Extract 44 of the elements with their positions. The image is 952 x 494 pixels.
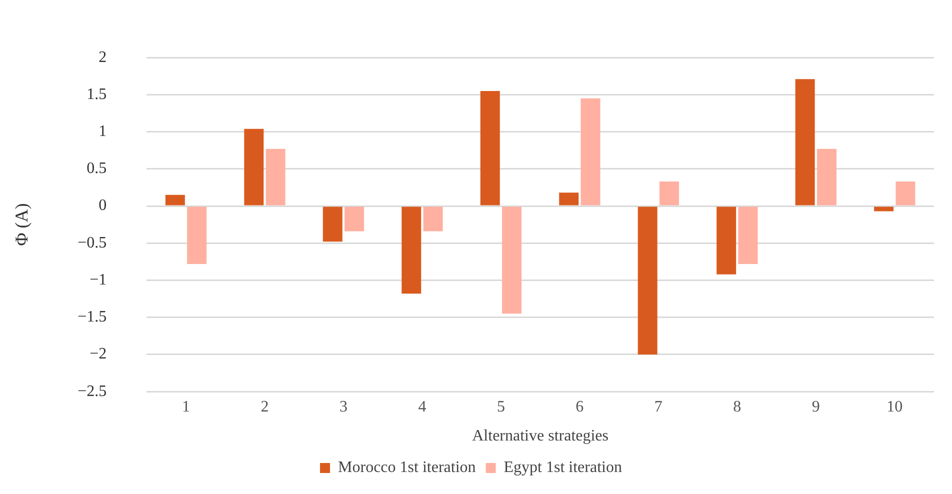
x-tick-label: 1 xyxy=(182,398,190,416)
x-tick-label: 7 xyxy=(654,398,662,416)
x-tick-label: 10 xyxy=(886,398,903,416)
y-tick-label: −1 xyxy=(90,271,107,288)
bar xyxy=(266,148,286,206)
y-tick-label: 1.5 xyxy=(86,86,107,103)
x-tick-label: 8 xyxy=(733,398,742,416)
bar xyxy=(344,206,364,232)
y-tick-label: 2 xyxy=(98,48,107,66)
x-tick-label: 9 xyxy=(812,398,820,416)
y-axis-title: Φ (A) xyxy=(12,203,32,246)
bar xyxy=(816,148,836,206)
bar xyxy=(187,206,207,264)
legend-label: Egypt 1st iteration xyxy=(504,459,622,476)
bar xyxy=(423,206,443,232)
bar xyxy=(402,206,422,294)
bar xyxy=(322,206,342,242)
bar xyxy=(580,98,600,206)
y-tick-label: 0.5 xyxy=(86,160,107,178)
legend-label: Morocco 1st iteration xyxy=(338,459,476,476)
bar xyxy=(165,194,185,206)
bar xyxy=(244,128,264,206)
x-tick-label: 6 xyxy=(576,398,584,416)
x-tick-label: 2 xyxy=(260,398,269,416)
bar xyxy=(874,206,894,212)
y-tick-label: −0.5 xyxy=(78,234,107,252)
bar xyxy=(896,182,916,206)
y-tick-label: −2.5 xyxy=(78,382,107,400)
x-tick-label: 5 xyxy=(496,398,505,416)
x-tick-label: 4 xyxy=(418,398,426,416)
x-axis-title: Alternative strategies xyxy=(472,428,609,445)
bar xyxy=(502,206,522,314)
bar xyxy=(638,206,658,354)
y-tick-label: −1.5 xyxy=(78,308,107,326)
bar xyxy=(480,91,500,206)
y-tick-label: 1 xyxy=(98,123,107,140)
bar xyxy=(716,206,736,274)
bar xyxy=(795,79,815,206)
bar xyxy=(559,192,579,206)
y-tick-label: 0 xyxy=(98,197,107,214)
bar xyxy=(660,182,679,206)
bar xyxy=(738,206,758,264)
y-tick-label: −2 xyxy=(90,346,107,363)
x-tick-label: 3 xyxy=(339,398,348,416)
